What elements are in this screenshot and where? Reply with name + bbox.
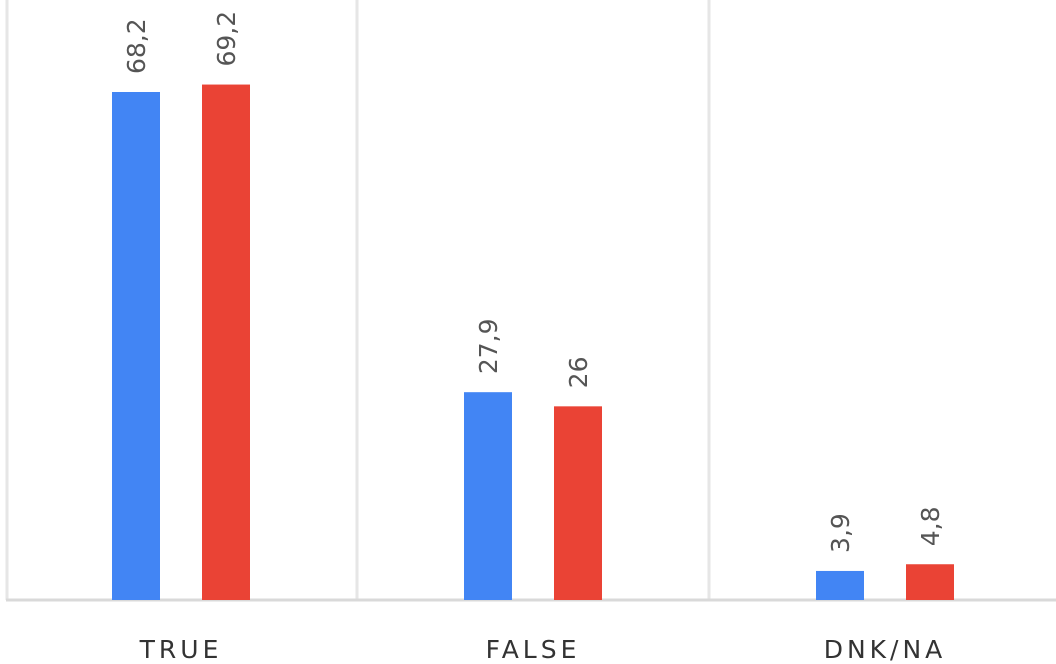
bar-dnkna-series-1: [816, 570, 864, 600]
category-label-0: TRUE: [139, 635, 223, 664]
data-label: 68,2: [122, 18, 151, 74]
category-labels: TRUE FALSE DNK/NA: [139, 635, 947, 664]
data-label: 26: [564, 357, 593, 389]
bar-true-series-2: [202, 84, 250, 600]
category-separators: [5, 0, 711, 600]
data-label: 27,9: [474, 319, 503, 375]
data-label: 4,8: [916, 506, 945, 546]
category-label-1: FALSE: [486, 635, 581, 664]
bar-false-series-2: [554, 406, 602, 600]
data-labels: 68,2 69,2 27,9 26 3,9 4,8: [122, 11, 945, 553]
bars: [112, 84, 954, 600]
bar-dnkna-series-2: [906, 564, 954, 600]
bar-true-series-1: [112, 92, 160, 600]
data-label: 3,9: [826, 513, 855, 553]
category-label-2: DNK/NA: [824, 635, 947, 664]
bar-false-series-1: [464, 392, 512, 600]
data-label: 69,2: [212, 11, 241, 67]
